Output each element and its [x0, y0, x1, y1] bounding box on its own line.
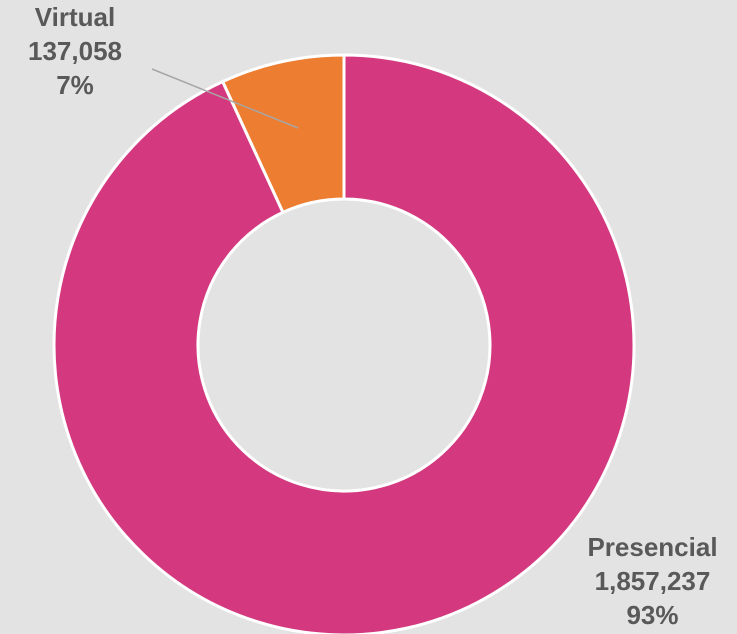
slices	[52, 53, 636, 634]
data-label-virtual-value: 137,058	[28, 36, 122, 66]
data-label-virtual-percent: 7%	[56, 70, 94, 100]
data-label-virtual: Virtual 137,058 7%	[0, 0, 150, 102]
virtual-leader-line	[151, 68, 299, 129]
slice-presencial	[52, 53, 636, 634]
data-label-presencial-name: Presencial	[587, 532, 718, 562]
data-label-presencial-percent: 93%	[626, 600, 679, 630]
data-label-presencial: Presencial 1,857,237 93%	[568, 530, 737, 632]
data-label-presencial-value: 1,857,237	[594, 566, 711, 596]
data-label-virtual-name: Virtual	[34, 2, 116, 32]
